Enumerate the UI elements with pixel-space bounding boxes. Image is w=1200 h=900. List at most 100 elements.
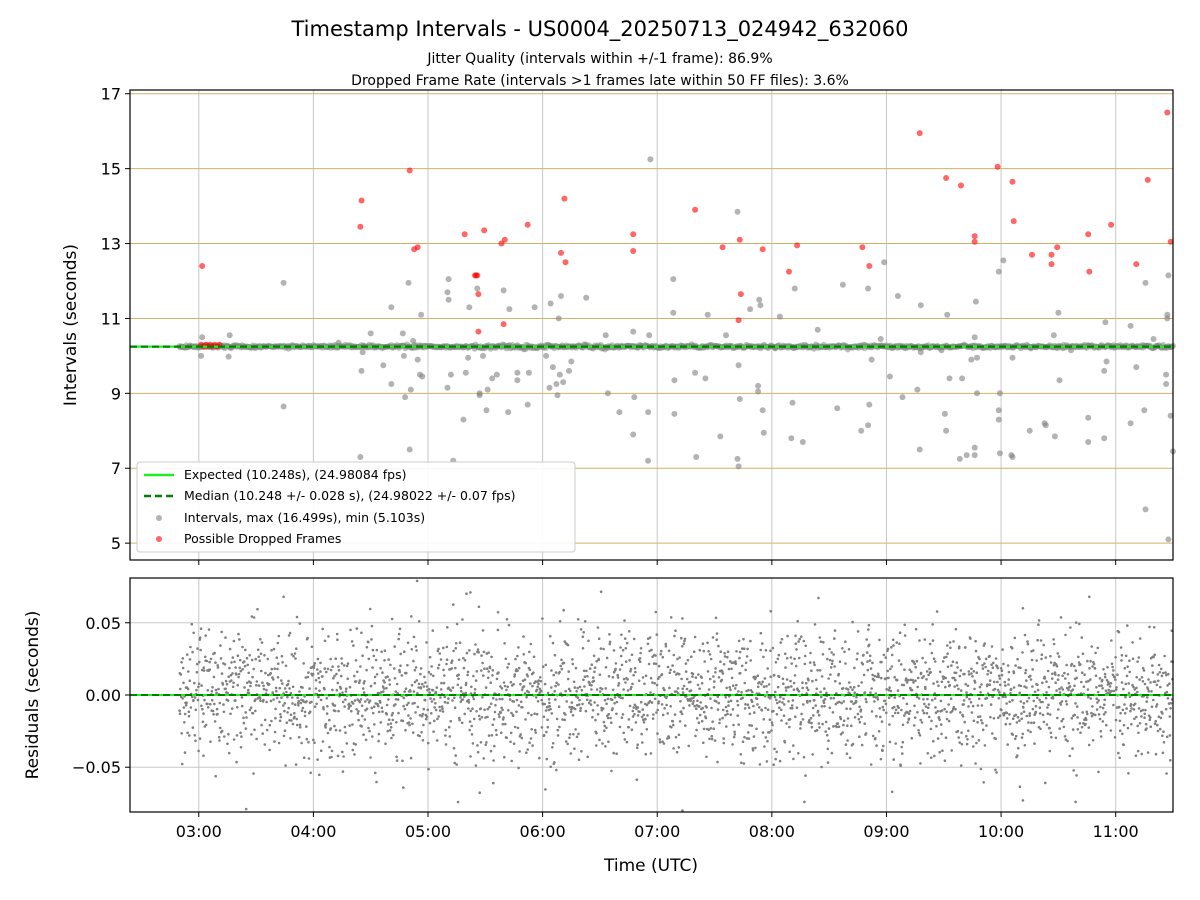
residual-point <box>574 666 578 670</box>
interval-outlier-point <box>1056 377 1063 384</box>
interval-outlier-point <box>1165 272 1172 279</box>
residual-extreme-point <box>1021 799 1025 802</box>
residual-point <box>566 677 570 681</box>
residual-point <box>791 707 794 710</box>
residual-point <box>335 672 338 676</box>
residual-point <box>792 744 795 747</box>
residual-point <box>251 712 255 715</box>
residual-point <box>1155 705 1158 708</box>
residual-point <box>491 669 495 672</box>
residual-point <box>486 707 490 711</box>
residual-point <box>1087 726 1091 729</box>
dropped-frame-point <box>736 236 743 243</box>
residual-point <box>1146 687 1150 691</box>
residual-point <box>211 709 215 713</box>
residual-point <box>811 706 815 710</box>
residual-point <box>272 678 275 681</box>
dropped-frame-point <box>1010 218 1017 225</box>
residual-point <box>729 688 732 691</box>
residual-point <box>255 737 258 741</box>
residual-point <box>606 697 610 701</box>
residual-point <box>514 657 517 661</box>
residual-point <box>567 687 571 691</box>
residual-point <box>229 673 233 677</box>
residual-point <box>792 681 796 685</box>
residual-point <box>247 691 251 695</box>
residual-point <box>1061 674 1064 678</box>
residual-point <box>703 660 706 663</box>
residual-point <box>1124 654 1128 658</box>
residual-point <box>851 742 855 746</box>
residual-point <box>395 759 399 762</box>
residual-point <box>365 668 368 672</box>
residual-point <box>818 726 821 729</box>
residual-point <box>834 679 837 683</box>
residual-point <box>285 690 288 694</box>
residual-point <box>250 658 254 662</box>
residual-point <box>575 735 579 739</box>
interval-outlier-point <box>1026 427 1033 434</box>
residual-point <box>686 658 690 662</box>
residual-point <box>532 671 535 674</box>
residual-point <box>898 642 901 646</box>
residual-point <box>921 656 924 660</box>
residual-point <box>908 709 912 713</box>
residual-point <box>605 702 608 706</box>
residual-point <box>368 729 371 733</box>
residual-point <box>867 643 871 647</box>
residual-point <box>227 732 230 736</box>
residual-point <box>259 638 262 641</box>
residual-point <box>312 666 316 670</box>
residual-point <box>592 679 596 683</box>
residual-point <box>996 680 999 684</box>
residual-point <box>843 650 846 654</box>
residual-point <box>715 700 718 703</box>
residual-point <box>315 702 318 706</box>
residual-point <box>244 807 248 811</box>
residual-point <box>423 675 426 679</box>
residual-point <box>1129 709 1132 713</box>
chart-title: Timestamp Intervals - US0004_20250713_02… <box>290 17 908 42</box>
residual-point <box>935 724 938 728</box>
residual-point <box>495 733 498 737</box>
interval-outlier-point <box>789 399 796 406</box>
residual-point <box>958 741 961 744</box>
residual-point <box>561 718 564 721</box>
residual-point <box>376 704 380 708</box>
residual-point <box>371 648 375 652</box>
residual-point <box>793 657 796 661</box>
dropped-frame-point <box>859 244 866 251</box>
residual-point <box>705 706 708 709</box>
residual-point <box>241 667 244 671</box>
residual-point <box>876 696 879 699</box>
residual-point <box>495 677 499 681</box>
residual-point <box>895 678 899 682</box>
residual-point <box>677 746 681 749</box>
residual-point <box>1008 713 1011 716</box>
residual-point <box>1103 703 1106 706</box>
residual-point <box>462 656 465 660</box>
residual-point <box>1161 751 1165 755</box>
residual-point <box>692 700 695 703</box>
residual-point <box>195 670 199 674</box>
residual-point <box>1064 633 1067 637</box>
residual-point <box>243 686 246 689</box>
interval-outlier-point <box>788 435 795 442</box>
interval-outlier-point <box>560 379 567 386</box>
residual-point <box>877 675 880 679</box>
residual-point <box>334 709 337 713</box>
residual-point <box>598 738 601 742</box>
residual-point <box>753 711 756 714</box>
residual-point <box>1057 708 1060 711</box>
residual-point <box>566 742 569 746</box>
residual-point <box>388 683 392 686</box>
residual-point <box>852 685 856 689</box>
residual-point <box>580 750 583 753</box>
residual-point <box>283 702 287 705</box>
residual-point <box>231 685 235 689</box>
residual-point <box>880 660 883 664</box>
residual-point <box>442 668 445 672</box>
interval-outlier-point <box>645 457 652 464</box>
residual-point <box>283 687 287 690</box>
residual-point <box>230 679 233 682</box>
